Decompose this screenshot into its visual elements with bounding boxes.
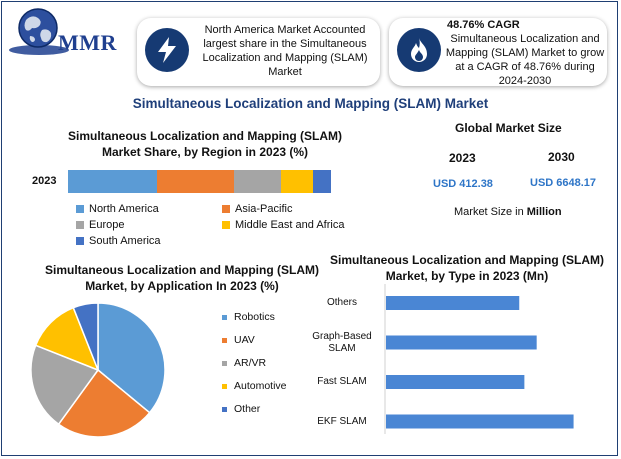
info-box-cagr: 48.76% CAGR Simultaneous Localization an… (389, 18, 607, 87)
region-bar-segment-asia-pacific (157, 170, 234, 193)
application-pie-chart (30, 302, 166, 438)
gms-value-2023: USD 412.38 (433, 178, 493, 190)
legend-swatch (222, 221, 230, 229)
mmr-logo: MMR (8, 6, 126, 58)
pie-slice-automotive (34, 306, 100, 372)
region-bar-year-label: 2023 (32, 175, 57, 187)
type-chart-title: Simultaneous Localization and Mapping (S… (329, 253, 604, 283)
legend-swatch (222, 406, 227, 412)
legend-label: Asia-Pacific (235, 203, 293, 215)
lightning-icon-circle (145, 28, 189, 72)
type-bar-chart (384, 284, 574, 434)
flame-icon-circle (397, 28, 441, 72)
pie-legend-item-other: Other (222, 403, 260, 415)
legend-swatch (76, 205, 84, 213)
legend-swatch (76, 237, 84, 245)
region-legend-item-north-america: North America (76, 203, 159, 215)
type-bar-label-graph-based-slam: Graph-Based SLAM (312, 330, 372, 354)
legend-swatch (222, 205, 230, 213)
pie-slice-ar-vr (30, 344, 100, 426)
logo-text: MMR (58, 30, 117, 55)
gms-year-2030: 2030 (548, 150, 575, 164)
type-bar-graph-based-slam (386, 335, 537, 350)
info-box-text: North America Market Accounted largest s… (202, 24, 368, 78)
cagr-heading: 48.76% CAGR (447, 19, 520, 31)
main-title: Simultaneous Localization and Mapping (S… (132, 96, 489, 111)
application-chart-title: Simultaneous Localization and Mapping (S… (44, 263, 319, 293)
type-bar-ekf-slam (386, 414, 574, 429)
region-legend-item-south-america: South America (76, 235, 161, 247)
info-box-text: Simultaneous Localization and Mapping (S… (445, 33, 605, 87)
region-bar-segment-middle-east-and-africa (281, 170, 313, 193)
lightning-icon (158, 37, 176, 63)
type-bar-label-fast-slam: Fast SLAM (317, 376, 367, 387)
legend-swatch (222, 337, 227, 343)
region-bar-segment-europe (233, 170, 282, 193)
legend-label: Europe (89, 219, 125, 231)
gms-unit-bold: Million (526, 206, 562, 218)
region-legend-item-europe: Europe (76, 219, 124, 231)
type-bar-others (386, 296, 520, 310)
flame-icon (411, 38, 427, 62)
pie-legend-item-automotive: Automotive (222, 380, 287, 392)
type-bar-label-ekf-slam: EKF SLAM (317, 415, 367, 427)
pie-legend-item-ar-vr: AR/VR (222, 357, 266, 369)
gms-year-2023: 2023 (449, 151, 476, 165)
legend-label: AR/VR (234, 357, 267, 369)
legend-label: Automotive (234, 380, 287, 392)
pie-legend-item-robotics: Robotics (222, 311, 275, 323)
global-market-title: Global Market Size (455, 121, 562, 135)
legend-label: Robotics (234, 311, 275, 323)
legend-label: Middle East and Africa (235, 219, 345, 231)
region-bar-segment-north-america (68, 170, 158, 193)
gms-unit-prefix: Market Size in (454, 206, 527, 218)
type-bar-fast-slam (386, 375, 525, 389)
pie-legend-item-uav: UAV (222, 334, 255, 346)
legend-label: UAV (234, 334, 255, 346)
legend-swatch (76, 221, 84, 229)
type-bar-label-others: Others (326, 297, 357, 308)
gms-value-2030: USD 6648.17 (530, 177, 597, 189)
gms-unit-label: Market Size in Million (454, 206, 562, 218)
region-legend-item-middle-east-and-africa: Middle East and Africa (222, 219, 344, 231)
info-box-north-america: North America Market Accounted largest s… (137, 18, 380, 86)
legend-label: Other (234, 403, 261, 415)
legend-swatch (222, 314, 227, 320)
region-bar-segment-south-america (312, 170, 331, 193)
legend-swatch (222, 360, 227, 366)
legend-label: North America (89, 203, 159, 215)
region-chart-title: Simultaneous Localization and Mapping (S… (67, 129, 342, 159)
pie-slice-uav (57, 368, 151, 438)
legend-label: South America (89, 235, 161, 247)
pie-slice-other (72, 302, 99, 371)
globe-icon (9, 8, 69, 55)
region-legend-item-asia-pacific: Asia-Pacific (222, 203, 292, 215)
region-stacked-bar (68, 170, 331, 193)
legend-swatch (222, 383, 227, 389)
pie-slice-robotics (97, 302, 166, 414)
